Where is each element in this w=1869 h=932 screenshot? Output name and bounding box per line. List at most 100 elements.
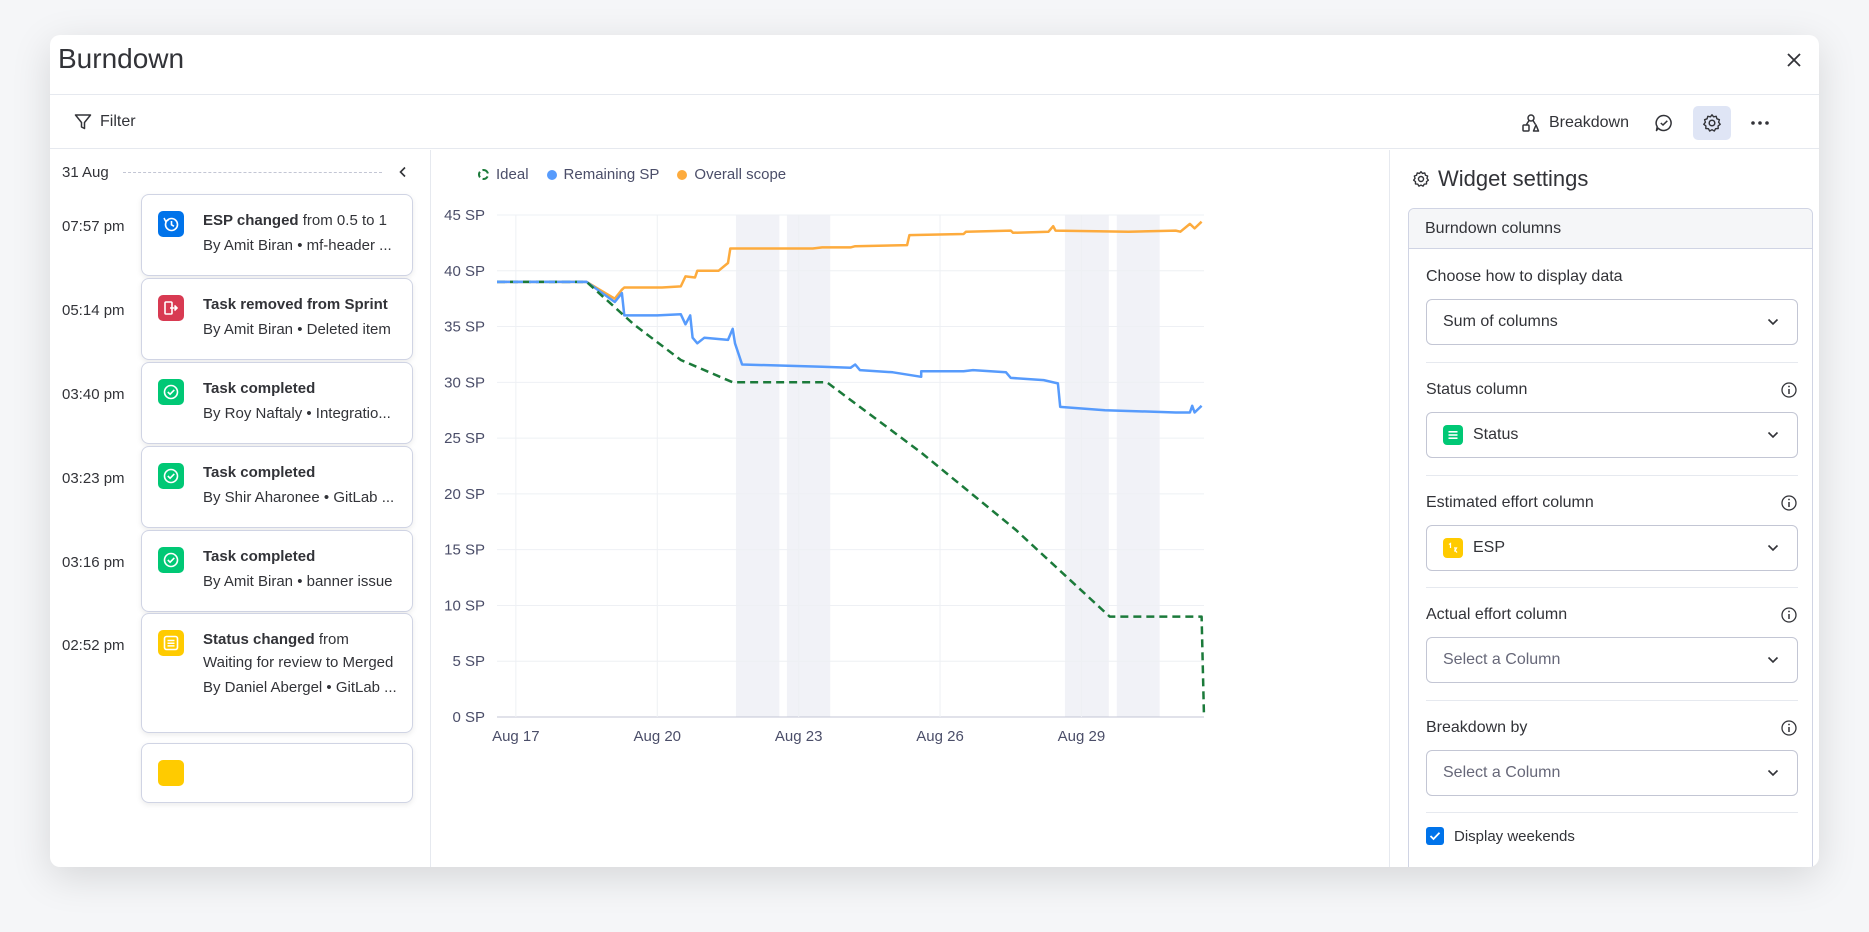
- legend-label-ideal: Ideal: [496, 166, 529, 183]
- actual-effort-field: Actual effort column Select a Column: [1426, 605, 1798, 683]
- chevron-left-icon: [399, 166, 406, 178]
- weekend-band: [1064, 215, 1109, 717]
- y-tick-label: 30 SP: [444, 374, 485, 391]
- divider: [1426, 700, 1798, 701]
- activity-time: 03:23 pm: [62, 470, 125, 487]
- widget-settings-title-text: Widget settings: [1438, 166, 1589, 191]
- actual-effort-dropdown[interactable]: Select a Column: [1426, 637, 1798, 683]
- status-column-icon: [1443, 425, 1463, 445]
- check-icon: [158, 379, 184, 405]
- activity-time: 05:14 pm: [62, 302, 125, 319]
- info-icon[interactable]: [1780, 606, 1798, 624]
- filter-icon: [74, 114, 92, 130]
- display-data-label: Choose how to display data: [1426, 268, 1623, 285]
- status-icon: [158, 630, 184, 656]
- check-icon: [158, 547, 184, 573]
- display-data-dropdown[interactable]: Sum of columns: [1426, 299, 1798, 345]
- y-tick-label: 0 SP: [452, 709, 485, 726]
- chevron-down-icon: [1767, 544, 1779, 552]
- breakdown-by-dropdown[interactable]: Select a Column: [1426, 750, 1798, 796]
- activity-time: 02:52 pm: [62, 637, 125, 654]
- activity-subtitle: By Daniel Abergel • GitLab ...: [203, 679, 397, 696]
- display-weekends-toggle[interactable]: Display weekends: [1426, 827, 1575, 845]
- x-tick-label: Aug 23: [775, 728, 823, 745]
- y-tick-label: 40 SP: [444, 263, 485, 280]
- activity-card[interactable]: Task removed from Sprint By Amit Biran • …: [141, 278, 413, 360]
- widget-settings-title: Widget settings: [1412, 166, 1588, 192]
- status-column-dropdown[interactable]: Status: [1426, 412, 1798, 458]
- section-header: Burndown columns: [1409, 209, 1812, 249]
- more-icon: [1751, 121, 1769, 125]
- display-data-field: Choose how to display data Sum of column…: [1426, 267, 1798, 345]
- actual-effort-label: Actual effort column: [1426, 606, 1568, 623]
- date-label: 31 Aug: [62, 163, 109, 181]
- chart-canvas: 0 SP 5 SP 10 SP 15 SP 20 SP 25 SP 30 SP 35 SP 40…: [444, 207, 1206, 745]
- activity-card[interactable]: Task completed By Amit Biran • banner iss…: [141, 530, 413, 612]
- x-tick-label: Aug 29: [1058, 728, 1106, 745]
- breakdown-icon: [1522, 114, 1540, 132]
- activity-title: Task completed: [203, 464, 316, 481]
- y-tick-label: 15 SP: [444, 542, 485, 559]
- chart-legend: Ideal Remaining SP Overall scope: [478, 166, 786, 183]
- collapse-panel-button[interactable]: [394, 163, 412, 181]
- series-line-overall-scope: [497, 220, 1203, 300]
- legend-item-scope[interactable]: Overall scope: [677, 166, 786, 183]
- activity-log-panel: 31 Aug 07:57 pm ESP changed from 0.5 to 1…: [50, 150, 431, 867]
- legend-label-remaining: Remaining SP: [563, 166, 660, 183]
- legend-item-ideal[interactable]: Ideal: [478, 166, 529, 183]
- breakdown-by-label: Breakdown by: [1426, 719, 1528, 736]
- activity-subtitle: By Amit Biran • Deleted item: [203, 321, 391, 338]
- activity-title: ESP changed from 0.5 to 1: [203, 212, 387, 229]
- page-title: Burndown: [58, 43, 185, 74]
- weekend-band: [735, 215, 780, 717]
- updates-button[interactable]: [1645, 106, 1683, 140]
- weekend-band: [1116, 215, 1160, 717]
- display-data-value: Sum of columns: [1443, 313, 1558, 330]
- x-tick-label: Aug 20: [633, 728, 681, 745]
- series-line-ideal: [497, 280, 1206, 718]
- info-icon[interactable]: [1780, 381, 1798, 399]
- settings-button[interactable]: [1693, 106, 1731, 140]
- status-column-field: Status column Status: [1426, 380, 1798, 458]
- activity-card[interactable]: Task completed By Roy Naftaly • Integrati…: [141, 362, 413, 444]
- legend-marker-ideal: [478, 169, 489, 180]
- actual-effort-placeholder: Select a Column: [1443, 651, 1561, 668]
- breakdown-by-field: Breakdown by Select a Column: [1426, 718, 1798, 796]
- estimated-effort-dropdown[interactable]: ESP: [1426, 525, 1798, 571]
- burndown-chart: Ideal Remaining SP Overall scope 0 SP 5 S…: [432, 150, 1389, 867]
- burndown-window: Burndown Filter Breakdown: [50, 35, 1819, 867]
- window-header: Burndown: [50, 35, 1819, 95]
- activity-card[interactable]: ESP changed from 0.5 to 1 By Amit Biran •…: [141, 194, 413, 276]
- breakdown-button[interactable]: Breakdown: [1515, 106, 1635, 140]
- chevron-down-icon: [1767, 431, 1779, 439]
- activity-card[interactable]: Status changed from Waiting for review t…: [141, 613, 413, 733]
- activity-time: 03:40 pm: [62, 386, 125, 403]
- toolbar: Filter Breakdown: [50, 95, 1819, 149]
- display-weekends-label: Display weekends: [1454, 827, 1575, 845]
- legend-marker-scope: [677, 169, 688, 180]
- estimated-effort-field: Estimated effort column ESP: [1426, 493, 1798, 571]
- activity-card[interactable]: Task completed By Shir Aharonee • GitLab …: [141, 446, 413, 528]
- activity-subtitle: By Amit Biran • mf-header ...: [203, 237, 392, 254]
- activity-subtitle: By Shir Aharonee • GitLab ...: [203, 489, 395, 506]
- divider: [1426, 362, 1798, 363]
- more-options-button[interactable]: [1741, 106, 1779, 140]
- breakdown-label: Breakdown: [1548, 114, 1629, 131]
- close-button[interactable]: [1779, 45, 1809, 75]
- display-weekends-checkbox[interactable]: [1426, 827, 1444, 845]
- activity-card[interactable]: [141, 743, 413, 803]
- check-icon: [158, 463, 184, 489]
- y-tick-label: 25 SP: [444, 430, 485, 447]
- y-tick-label: 10 SP: [444, 597, 485, 614]
- y-tick-label: 5 SP: [452, 653, 485, 670]
- legend-item-remaining[interactable]: Remaining SP: [546, 166, 660, 183]
- y-tick-label: 20 SP: [444, 486, 485, 503]
- status-column-label: Status column: [1426, 381, 1528, 398]
- status-icon: [158, 760, 184, 786]
- info-icon[interactable]: [1780, 719, 1798, 737]
- filter-button[interactable]: Filter: [74, 107, 136, 137]
- weekend-band: [786, 215, 831, 717]
- info-icon[interactable]: [1780, 494, 1798, 512]
- estimated-effort-value: ESP: [1473, 539, 1506, 556]
- y-tick-label: 45 SP: [444, 207, 485, 224]
